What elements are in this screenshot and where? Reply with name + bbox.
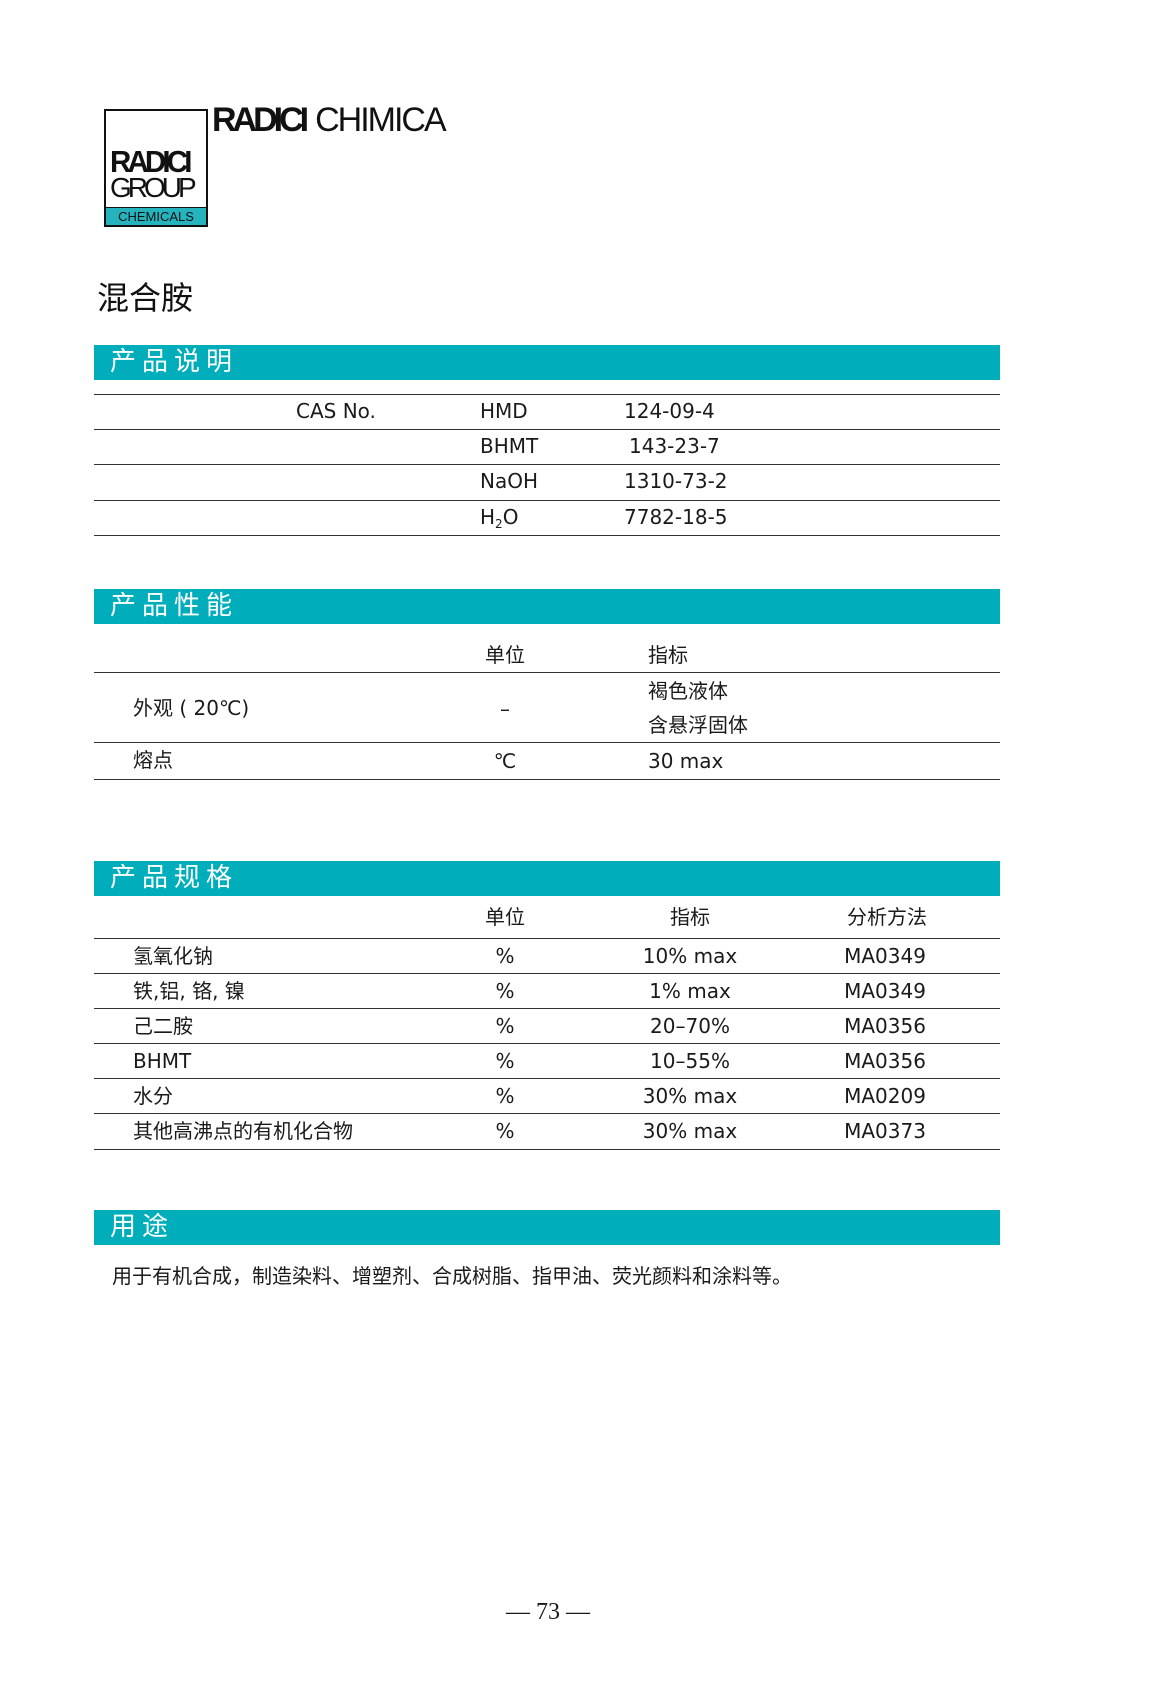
formula-part: 2 — [495, 517, 503, 531]
spec-unit: % — [495, 1119, 515, 1143]
spec-item: 己二胺 — [133, 1014, 193, 1038]
property-value-line2: 含悬浮固体 — [648, 713, 748, 737]
section-header-description: 产品说明 — [94, 345, 1000, 380]
property-value: 30 max — [648, 749, 724, 773]
divider — [94, 742, 1000, 743]
spec-unit: % — [495, 1014, 515, 1038]
property-value-line1: 褐色液体 — [648, 679, 728, 703]
header-value: 指标 — [670, 905, 710, 929]
divider — [94, 1008, 1000, 1009]
cas-number: 1310-73-2 — [624, 469, 728, 493]
spec-unit: % — [495, 1084, 515, 1108]
formula-part: H — [480, 505, 496, 529]
section-header-usage: 用途 — [94, 1210, 1000, 1245]
divider — [94, 500, 1000, 501]
spec-item: 氢氧化钠 — [133, 944, 213, 968]
header-unit: 单位 — [485, 643, 525, 667]
divider — [94, 672, 1000, 673]
cas-number: 124-09-4 — [624, 399, 715, 423]
divider — [94, 1043, 1000, 1044]
radici-chimica-wordmark: RADICI CHIMICA — [212, 101, 447, 139]
section-title: 产品说明 — [110, 347, 239, 377]
spec-method: MA0349 — [844, 979, 926, 1003]
chemical-name: BHMT — [480, 434, 539, 458]
divider — [94, 429, 1000, 430]
divider — [94, 1113, 1000, 1114]
divider — [94, 938, 1000, 939]
cas-label: CAS No. — [296, 399, 376, 423]
property-item: 熔点 — [133, 748, 173, 772]
logo-text-group: GROUP — [110, 172, 197, 203]
header-method: 分析方法 — [847, 905, 927, 929]
usage-text: 用于有机合成，制造染料、增塑剂、合成树脂、指甲油、荧光颜料和涂料等。 — [112, 1264, 792, 1288]
radici-group-logo: RADICI GROUP CHEMICALS — [104, 109, 208, 227]
divider — [94, 535, 1000, 536]
section-header-properties: 产品性能 — [94, 589, 1000, 624]
divider — [94, 779, 1000, 780]
spec-value: 30% max — [642, 1084, 738, 1108]
header-value: 指标 — [648, 643, 688, 667]
spec-method: MA0356 — [844, 1014, 926, 1038]
spec-unit: % — [495, 979, 515, 1003]
brand-light: CHIMICA — [315, 101, 447, 139]
property-unit: ℃ — [493, 749, 517, 773]
spec-method: MA0356 — [844, 1049, 926, 1073]
spec-unit: % — [495, 1049, 515, 1073]
cas-number: 7782-18-5 — [624, 505, 728, 529]
section-header-specs: 产品规格 — [94, 861, 1000, 896]
section-title: 产品性能 — [110, 591, 239, 621]
spec-item: 铁,铝, 铬, 镍 — [133, 979, 245, 1003]
spec-method: MA0373 — [844, 1119, 926, 1143]
section-title: 用途 — [110, 1212, 175, 1242]
spec-unit: % — [495, 944, 515, 968]
spec-value: 10–55% — [650, 1049, 730, 1073]
spec-item: BHMT — [133, 1049, 192, 1073]
logo-text-radici: RADICI — [110, 144, 192, 179]
header-unit: 单位 — [485, 905, 525, 929]
spec-item: 水分 — [133, 1084, 173, 1108]
divider — [94, 464, 1000, 465]
property-item: 外观 ( 20℃) — [133, 696, 250, 720]
divider — [94, 394, 1000, 395]
spec-value: 1% max — [649, 979, 731, 1003]
chemical-name: NaOH — [480, 469, 538, 493]
divider — [94, 1078, 1000, 1079]
logo-text-chemicals: CHEMICALS — [106, 207, 206, 225]
spec-value: 20–70% — [650, 1014, 730, 1038]
cas-number: 143-23-7 — [629, 434, 720, 458]
divider — [94, 1149, 1000, 1150]
chemical-name: HMD — [480, 399, 528, 423]
page-title: 混合胺 — [97, 279, 194, 317]
spec-item: 其他高沸点的有机化合物 — [133, 1119, 353, 1143]
spec-value: 10% max — [642, 944, 738, 968]
spec-method: MA0349 — [844, 944, 926, 968]
divider — [94, 973, 1000, 974]
property-unit: – — [500, 697, 510, 721]
formula-part: O — [502, 505, 519, 529]
section-title: 产品规格 — [110, 863, 239, 893]
spec-method: MA0209 — [844, 1084, 926, 1108]
chemical-name: H2O — [480, 505, 519, 531]
spec-value: 30% max — [642, 1119, 738, 1143]
brand-bold: RADICI — [212, 101, 309, 139]
page-number: — 73 — — [506, 1599, 590, 1625]
